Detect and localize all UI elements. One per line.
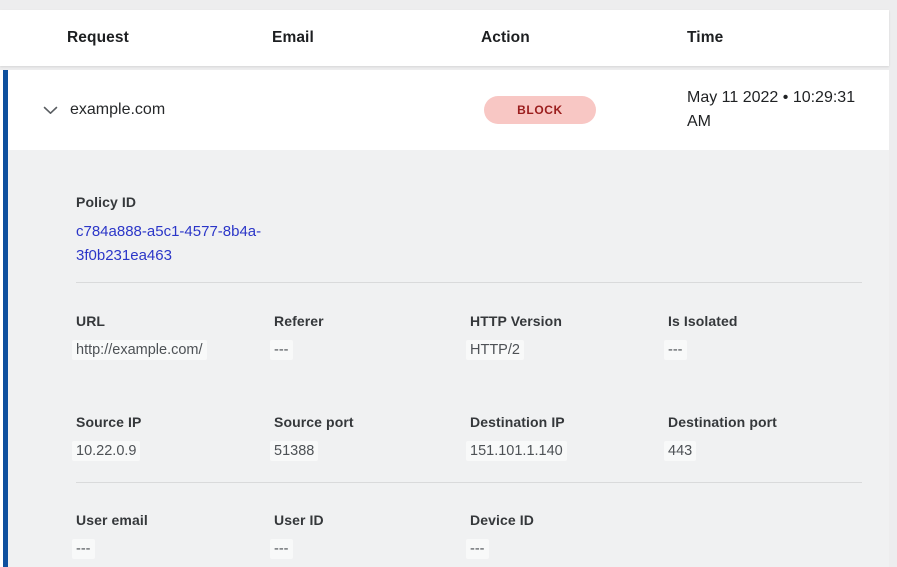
column-header-action: Action	[481, 29, 530, 46]
detail-field: URL http://example.com/	[72, 312, 274, 360]
table-header-row: Request Email Action Time	[0, 10, 889, 66]
field-label: Is Isolated	[668, 313, 738, 329]
field-value: ---	[466, 539, 668, 559]
field-label: Destination IP	[470, 414, 565, 430]
time-cell: May 11 2022 • 10:29:31 AM	[687, 89, 856, 130]
divider	[76, 282, 862, 283]
field-value: ---	[72, 539, 274, 559]
detail-panel: Policy ID c784a888-a5c1-4577-8b4a-3f0b23…	[8, 150, 889, 567]
field-label: User ID	[274, 512, 324, 528]
column-header-time: Time	[687, 29, 724, 46]
detail-field: Source port 51388	[270, 413, 470, 461]
detail-field: Referer ---	[270, 312, 470, 360]
column-header-request: Request	[67, 29, 129, 46]
field-value: ---	[270, 340, 470, 360]
column-header-email: Email	[272, 29, 314, 46]
expanded-log-entry: example.com BLOCK May 11 2022 • 10:29:31…	[0, 70, 889, 567]
field-value: 51388	[270, 441, 470, 461]
detail-field: User ID ---	[270, 511, 470, 559]
field-value: ---	[664, 340, 862, 360]
detail-field: HTTP Version HTTP/2	[466, 312, 668, 360]
detail-grid-network: Source IP 10.22.0.9 Source port 51388 De…	[72, 413, 862, 461]
policy-id-label: Policy ID	[76, 194, 137, 210]
detail-field: Destination port 443	[664, 413, 862, 461]
table-row[interactable]: example.com BLOCK May 11 2022 • 10:29:31…	[8, 70, 889, 150]
field-label: URL	[76, 313, 106, 329]
field-label: Device ID	[470, 512, 534, 528]
policy-id-link[interactable]: c784a888-a5c1-4577-8b4a-3f0b231ea463	[76, 223, 262, 264]
field-label: Referer	[274, 313, 324, 329]
detail-field-empty	[668, 511, 862, 559]
field-value: ---	[270, 539, 470, 559]
field-value: 151.101.1.140	[466, 441, 668, 461]
field-label: Destination port	[668, 414, 777, 430]
field-value: http://example.com/	[72, 340, 274, 360]
request-domain: example.com	[70, 101, 166, 118]
divider	[76, 482, 862, 483]
detail-grid-http: URL http://example.com/ Referer --- HTTP…	[72, 312, 862, 360]
detail-field: Is Isolated ---	[664, 312, 862, 360]
detail-field: Device ID ---	[466, 511, 668, 559]
chevron-down-icon[interactable]	[42, 102, 58, 118]
detail-field: User email ---	[72, 511, 274, 559]
field-value: 443	[664, 441, 862, 461]
detail-field: Source IP 10.22.0.9	[72, 413, 274, 461]
detail-field: Destination IP 151.101.1.140	[466, 413, 668, 461]
row-accent-bar	[3, 70, 8, 567]
field-label: User email	[76, 512, 148, 528]
field-label: Source IP	[76, 414, 142, 430]
field-value: HTTP/2	[466, 340, 668, 360]
field-label: Source port	[274, 414, 354, 430]
field-value: 10.22.0.9	[72, 441, 274, 461]
detail-grid-user: User email --- User ID --- Device ID ---	[72, 511, 862, 559]
field-label: HTTP Version	[470, 313, 562, 329]
action-block-badge: BLOCK	[484, 96, 596, 124]
